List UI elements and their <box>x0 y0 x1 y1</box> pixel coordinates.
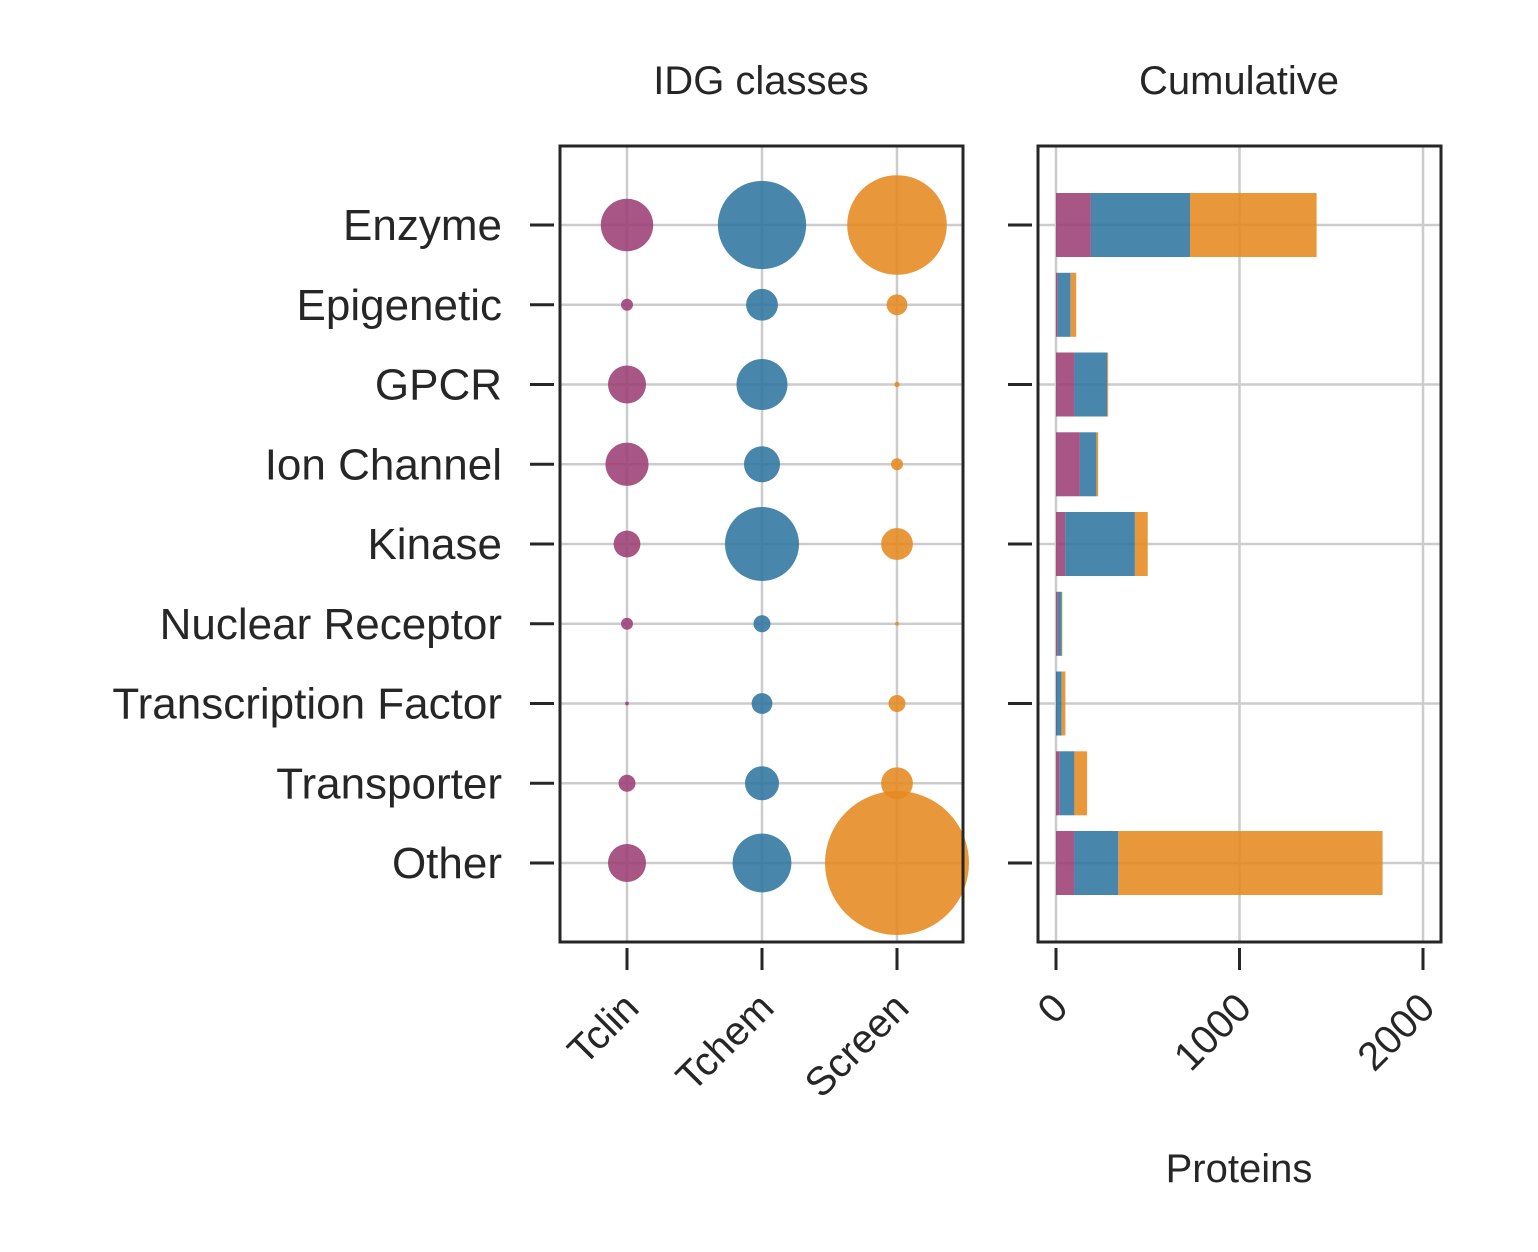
bar-screen-gpcr <box>1107 352 1109 417</box>
bar-screen-kinase <box>1134 512 1148 576</box>
bar-screen-transcription-factor <box>1061 671 1066 736</box>
bubble-tchem-epigenetic <box>746 288 778 321</box>
bar-tchem-other <box>1074 831 1119 895</box>
bubble-marks <box>600 175 969 935</box>
right-category-ticks <box>1008 223 1032 865</box>
bar-tclin-kinase <box>1056 512 1066 576</box>
bubble-screen-nuclear-receptor <box>895 621 899 626</box>
bubble-tclin-kinase <box>613 530 641 558</box>
bubble-screen-transcription-factor <box>888 695 906 712</box>
y-tick-label-kinase: Kinase <box>367 520 502 569</box>
bar-tclin-enzyme <box>1056 193 1091 257</box>
right-panel-title: Cumulative <box>1139 59 1339 103</box>
bar-tchem-nuclear-receptor <box>1057 591 1062 656</box>
bar-tclin-ion-channel <box>1056 432 1080 497</box>
bar-tchem-enzyme <box>1090 193 1190 257</box>
bubble-tclin-transporter <box>618 774 636 792</box>
bubble-screen-transporter <box>881 767 913 800</box>
x-tick-label-1000: 1000 <box>1166 985 1260 1079</box>
bubble-tclin-enzyme <box>600 198 654 252</box>
bubble-screen-epigenetic <box>886 294 908 316</box>
x-tick-label-tchem: Tchem <box>668 985 782 1099</box>
bubble-tclin-ion-channel <box>605 442 649 486</box>
bubble-tchem-gpcr <box>736 359 788 410</box>
category-axis: Enzyme Epigenetic GPCR Ion Channel Kinase Nuc… <box>112 201 554 888</box>
y-tick-label-transporter: Transporter <box>276 759 502 808</box>
y-tick-label-gpcr: GPCR <box>375 361 502 410</box>
bar-tclin-epigenetic <box>1056 272 1058 337</box>
bubble-tclin-transcription-factor <box>625 701 629 706</box>
bubble-tclin-other <box>608 844 646 882</box>
bar-tchem-transporter <box>1059 751 1075 816</box>
bar-tchem-transcription-factor <box>1056 671 1062 736</box>
bubble-tchem-nuclear-receptor <box>753 615 771 633</box>
idg-class-axis: Tclin Tchem Screen <box>560 948 918 1106</box>
bubble-screen-other <box>825 791 969 935</box>
bar-tchem-gpcr <box>1074 352 1108 417</box>
bar-screen-enzyme <box>1190 193 1317 257</box>
bubble-tchem-transcription-factor <box>751 693 773 714</box>
bar-tchem-kinase <box>1065 512 1135 576</box>
bar-screen-other <box>1118 831 1383 895</box>
bar-tchem-epigenetic <box>1057 272 1071 337</box>
bubble-tchem-kinase <box>725 507 799 581</box>
bubble-tclin-epigenetic <box>621 298 633 311</box>
y-tick-label-transcription-factor: Transcription Factor <box>112 680 502 729</box>
x-tick-label-0: 0 <box>1030 985 1077 1032</box>
bubble-tclin-gpcr <box>608 365 646 404</box>
x-tick-label-screen: Screen <box>797 985 918 1106</box>
bubble-screen-gpcr <box>894 381 900 388</box>
idg-classes-panel: IDG classes Enzyme Epigenetic GPCR Ion Chan… <box>112 59 969 1106</box>
cumulative-panel: Cumulative 0 1000 2000 Proteins <box>1008 59 1443 1191</box>
bubble-tclin-nuclear-receptor <box>621 617 633 630</box>
bar-tclin-gpcr <box>1056 352 1075 417</box>
x-axis-label: Proteins <box>1166 1147 1313 1191</box>
bubble-screen-enzyme <box>847 175 947 275</box>
bar-tclin-nuclear-receptor <box>1056 591 1058 656</box>
left-panel-frame <box>558 144 965 944</box>
x-tick-label-tclin: Tclin <box>560 985 648 1073</box>
left-panel-title: IDG classes <box>653 59 869 103</box>
y-tick-label-epigenetic: Epigenetic <box>297 281 502 330</box>
bar-tclin-other <box>1056 831 1075 895</box>
y-tick-label-other: Other <box>392 839 502 888</box>
bubble-screen-kinase <box>881 528 913 560</box>
bar-tchem-ion-channel <box>1079 432 1097 497</box>
stacked-bars <box>1056 193 1383 895</box>
y-tick-label-nuclear-receptor: Nuclear Receptor <box>160 600 502 649</box>
bubble-tchem-transporter <box>745 766 779 801</box>
bar-screen-ion-channel <box>1096 432 1099 497</box>
bar-screen-transporter <box>1074 751 1088 816</box>
bubble-tchem-other <box>732 833 792 893</box>
y-tick-label-ion-channel: Ion Channel <box>265 440 502 489</box>
right-panel-frame <box>1036 144 1443 944</box>
bubble-screen-ion-channel <box>891 458 903 471</box>
bar-screen-epigenetic <box>1070 272 1077 337</box>
y-tick-label-enzyme: Enzyme <box>343 201 502 250</box>
x-tick-label-2000: 2000 <box>1349 985 1443 1079</box>
proteins-axis: 0 1000 2000 <box>1030 948 1443 1079</box>
bubble-tchem-ion-channel <box>744 446 780 483</box>
bubble-tchem-enzyme <box>717 180 807 270</box>
bar-tclin-transporter <box>1056 751 1060 816</box>
bar-screen-nuclear-receptor <box>1061 591 1063 656</box>
